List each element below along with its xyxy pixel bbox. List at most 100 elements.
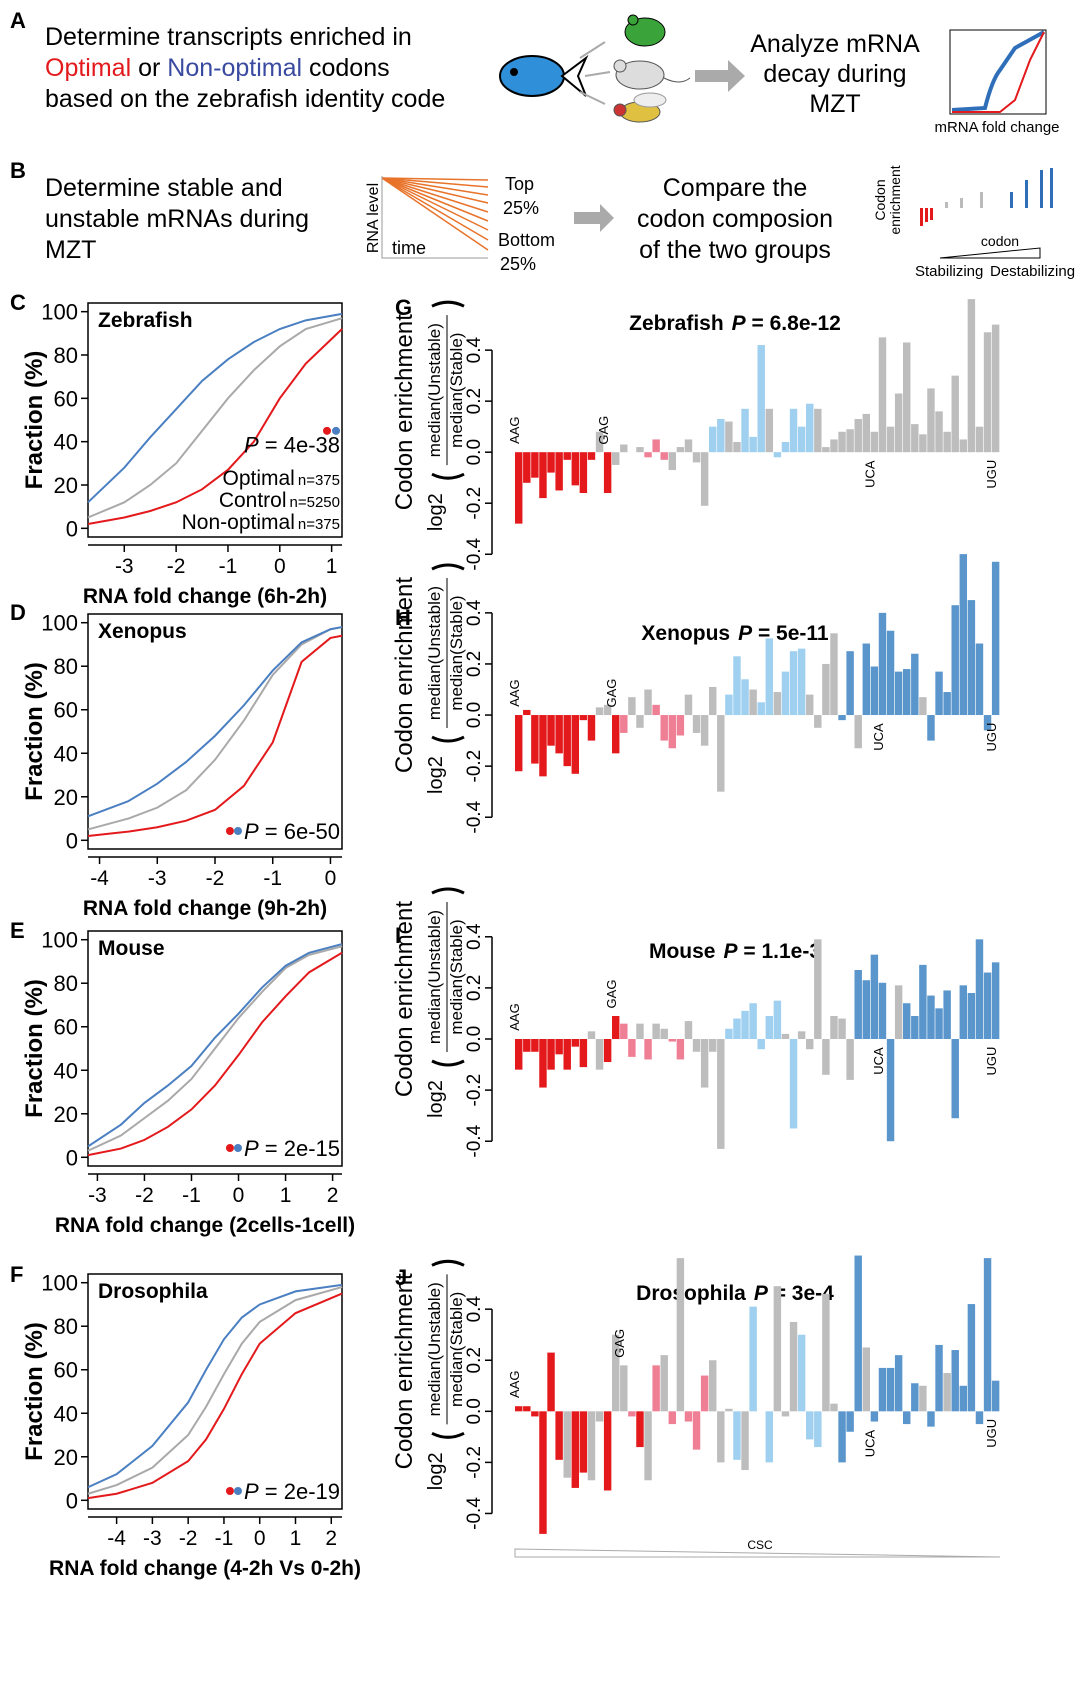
bar (814, 715, 822, 728)
text-line: Analyze mRNA (750, 30, 920, 58)
bar (660, 1028, 668, 1039)
bar (806, 1039, 814, 1050)
fan-axes (381, 176, 488, 259)
bar (846, 1411, 854, 1432)
bar (781, 441, 790, 453)
bar (967, 1304, 976, 1412)
inset-label: mRNA fold change (934, 119, 1059, 136)
x-tick-label: -4 (90, 867, 109, 890)
bar (806, 694, 814, 716)
y-tick-label: 0 (66, 516, 78, 541)
p-text: = 3e-4 (768, 1282, 834, 1305)
bar (563, 1039, 571, 1070)
bar (951, 1350, 959, 1412)
bar (765, 1016, 774, 1039)
bar (757, 702, 765, 716)
bar (943, 431, 951, 453)
codon-label: UGU (984, 1047, 999, 1076)
y-tick-label: 60 (54, 386, 78, 411)
y-tick-label: 0 (66, 828, 78, 853)
codon-label: UCA (871, 1047, 886, 1075)
bar (935, 1344, 943, 1412)
bar (612, 452, 620, 465)
bar (571, 1411, 580, 1488)
p-symbol: P (754, 1282, 769, 1305)
y-axis-label-num: median(Unstable) (425, 910, 444, 1044)
bar (652, 704, 660, 716)
y-tick-label: -0.2 (464, 487, 485, 520)
big-arrow (695, 60, 745, 92)
bar (854, 419, 862, 453)
y-axis-label: Fraction (%) (21, 351, 48, 490)
bar (620, 444, 628, 453)
panel-letter: D (10, 600, 26, 625)
legend-dot (225, 1487, 234, 1495)
cdf-line (87, 317, 343, 519)
y-tick-label: -0.2 (464, 1074, 485, 1107)
bar (531, 715, 539, 764)
codon-label: AAG (507, 416, 522, 443)
bar (830, 439, 838, 453)
x-tick-label: 1 (290, 1527, 302, 1550)
bar (531, 1039, 539, 1052)
bar (927, 715, 935, 741)
bar (903, 1411, 911, 1425)
y-axis-label-num: median(Unstable) (425, 1282, 444, 1416)
bar (878, 337, 887, 453)
bar (660, 1355, 668, 1412)
bar (531, 452, 539, 478)
bar (612, 715, 620, 754)
chart-title: Mouse P = 1.1e-3 (649, 940, 821, 963)
plot-frame (87, 302, 343, 538)
y-tick-label: 20 (54, 473, 78, 498)
x-tick-label: -2 (135, 1184, 154, 1207)
bar (547, 452, 555, 473)
y-tick-label: 0.2 (464, 651, 485, 677)
bar (983, 972, 992, 1039)
bar (523, 452, 531, 483)
bar (838, 1018, 846, 1039)
bar (959, 985, 968, 1039)
x-tick-label: 0 (274, 555, 286, 578)
bar (894, 985, 903, 1039)
bar (967, 600, 976, 716)
y-tick-label: 0.0 (464, 702, 485, 728)
legend-dot (233, 1487, 242, 1495)
bar (935, 1008, 943, 1039)
chart-title: Drosophila P = 3e-4 (636, 1282, 834, 1305)
codon-label: GAG (612, 1329, 627, 1358)
y-axis-label-log: log2 (425, 1452, 447, 1490)
bar (636, 715, 644, 728)
bar (967, 993, 976, 1039)
legend-entry: Non-optimal n=375 (182, 511, 340, 534)
panel-letter: H (395, 605, 411, 630)
bar (878, 982, 887, 1039)
mouse-icon (613, 59, 691, 90)
y-tick-label: 20 (54, 785, 78, 810)
bar (563, 452, 571, 460)
bar (539, 1039, 547, 1088)
text-line: decay during (763, 60, 906, 88)
bar (870, 431, 879, 453)
bar (571, 1039, 580, 1047)
p-text: = 4e-38 (259, 433, 340, 458)
bar (684, 1411, 693, 1422)
bar (789, 408, 798, 453)
y-axis-label-log: log2 (425, 493, 447, 531)
optimal-word: Optimal (45, 54, 131, 82)
bar (587, 1411, 596, 1481)
bar (733, 1411, 741, 1460)
frog-icon (624, 14, 666, 47)
text-line: unstable mRNAs during (45, 205, 309, 233)
cdf-line (87, 626, 343, 818)
bar (700, 1039, 709, 1088)
bar (628, 1411, 636, 1417)
y-tick-label: 40 (54, 741, 78, 766)
bar (903, 342, 911, 453)
panel-letter: F (10, 1262, 23, 1287)
bar (741, 679, 749, 716)
x-tick-label: -3 (148, 867, 167, 890)
species-title: Drosophila (98, 1280, 208, 1303)
bar (587, 1031, 596, 1039)
